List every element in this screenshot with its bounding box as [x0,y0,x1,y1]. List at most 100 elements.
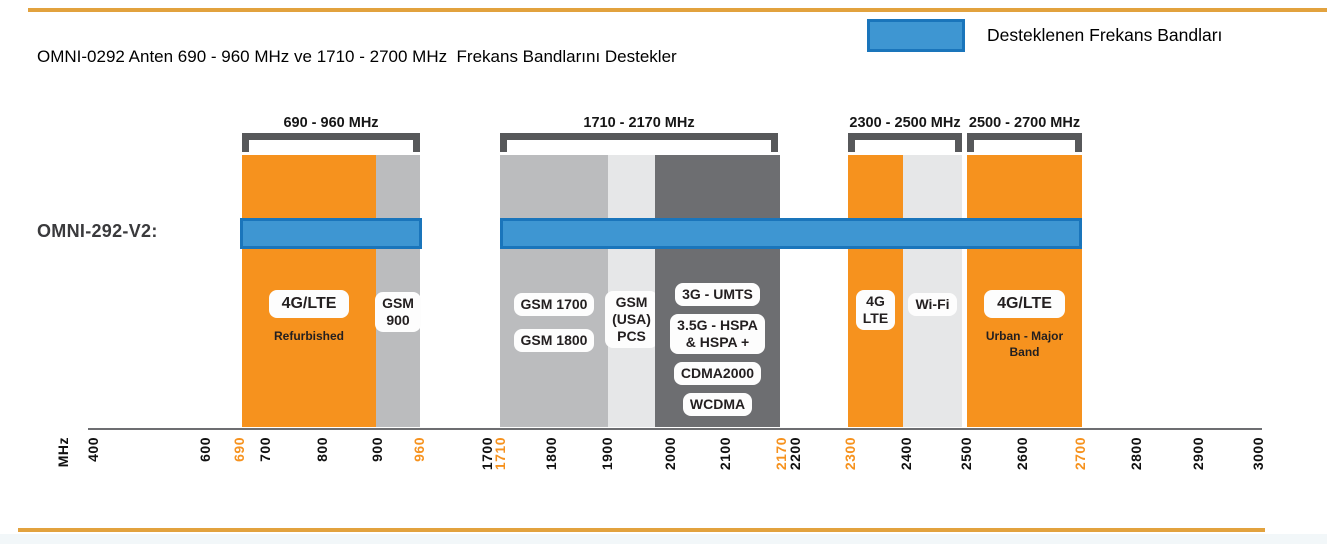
x-axis-tick-text: 960 [411,437,427,462]
supported-band-bar [240,218,422,249]
top-divider [28,8,1327,12]
bracket-shape [242,133,249,152]
x-axis-tick: 1800 [543,437,559,487]
x-axis-tick: 2400 [898,437,914,487]
frequency-band: GSM (USA) PCS [605,155,658,427]
bracket-shape [967,133,974,152]
band-technology-label: & HSPA + [685,334,750,351]
bracket-shape [500,133,507,152]
x-axis-tick-text: 900 [369,437,385,462]
bracket-shape [848,133,855,152]
x-axis-tick-text: 2100 [717,437,733,471]
x-axis-tick: 2300 [842,437,858,487]
x-axis-tick-text: 2900 [1190,437,1206,471]
band-technology-pill: GSM 900 [375,292,421,333]
range-bracket: 1710 - 2170 MHz [500,115,778,152]
x-axis-tick: 3000 [1250,437,1266,487]
band-technology-pill: Wi-Fi [908,293,957,317]
x-axis-tick-text: 2500 [958,437,974,471]
bracket-shape [771,133,778,152]
band-technology-label: 4G/LTE [281,295,337,312]
bracket-shape [1075,133,1082,152]
band-technology-label: Wi-Fi [915,296,950,312]
frequency-band: 4G/LTE Urban - Major Band [967,155,1082,427]
x-axis-tick: 1710 [492,437,508,487]
band-caption: Urban - Major Band [986,328,1063,360]
band-technology-label: GSM [382,295,414,311]
band-technology-label: 3.5G - HSPA [677,317,758,334]
band-technology-pill: 4G/LTE [984,290,1065,318]
band-caption-line: Urban - Major [985,328,1064,343]
frequency-band: GSM 1700 GSM 1800 [500,155,608,427]
x-axis-tick: 2000 [662,437,678,487]
band-technology-pill: CDMA2000 [673,362,762,386]
band-technology-pill: 4G LTE [855,290,896,331]
band-technology-pill: GSM (USA) PCS [605,291,658,349]
x-axis-tick: 2800 [1128,437,1144,487]
band-technology-pill: GSM 1800 [513,329,595,353]
band-technology-label: 4G/LTE [997,295,1052,312]
range-bracket-label: 2300 - 2500 MHz [849,115,961,131]
x-axis-tick-text: 2800 [1128,437,1144,471]
x-axis-tick: 2700 [1072,437,1088,487]
bracket-shape [955,133,962,152]
x-axis-tick-text: 690 [231,437,247,462]
band-technology-label: 3G - UMTS [682,286,753,302]
range-bracket-label: 1710 - 2170 MHz [583,115,695,131]
x-axis-tick-text: 800 [314,437,330,462]
band-technology-label: GSM [615,294,648,310]
x-axis-tick: 600 [197,437,213,487]
x-axis-tick-text: 2000 [662,437,678,471]
x-axis-tick: 800 [314,437,330,487]
band-caption-line: Refurbished [273,328,344,343]
band-caption-line: Band [1009,344,1040,359]
page-title: OMNI-0292 Anten 690 - 960 MHz ve 1710 - … [37,47,677,66]
band-technology-label: CDMA2000 [680,365,755,382]
band-technology-pill: WCDMA [682,393,753,417]
band-technology-pill: 4G/LTE [268,290,350,318]
legend: Desteklenen Frekans Bandları [867,19,1222,52]
x-axis-unit: MHz [55,437,71,487]
x-axis-tick-text: 2200 [787,437,803,471]
band-technology-label: 4G [866,293,885,309]
x-axis-tick-text: 1710 [492,437,508,471]
band-technology-label: (USA) [612,311,651,328]
frequency-band: 4G/LTE Refurbished [242,155,376,427]
x-axis-tick: 2500 [958,437,974,487]
band-technology-pill: 3G - UMTS [675,283,760,307]
frequency-band: GSM 900 [375,155,421,427]
frequency-band: Wi-Fi [903,155,962,427]
x-axis-tick-text: 1900 [599,437,615,471]
frequency-band: 3G - UMTS 3.5G - HSPA & HSPA + CDMA2000 WCDM… [655,155,780,427]
legend-label: Desteklenen Frekans Bandları [987,25,1223,45]
band-technology-label: 900 [386,312,410,329]
x-axis-tick: 400 [85,437,101,487]
bracket-shape [848,133,962,140]
band-technology-label: PCS [617,328,646,345]
x-axis-tick: 2170 [773,437,789,487]
range-bracket: 2500 - 2700 MHz [967,115,1082,152]
x-axis-tick-text: 2300 [842,437,858,471]
antenna-model-label: OMNI-292-V2: [37,221,158,241]
x-axis-tick: 900 [369,437,385,487]
x-axis-tick-text: 2700 [1072,437,1088,471]
footer-strip [0,534,1327,544]
x-axis-tick: 2600 [1014,437,1030,487]
band-technology-pill: 3.5G - HSPA & HSPA + [670,314,765,355]
bracket-shape [242,133,420,140]
x-axis-tick: 2200 [787,437,803,487]
bracket-shape [413,133,420,152]
bracket-shape [967,133,1082,140]
band-technology-label: LTE [862,310,889,327]
x-axis-tick: 1900 [599,437,615,487]
x-axis-tick-text: 1800 [543,437,559,471]
legend-swatch [867,19,965,52]
band-caption: Refurbished [274,328,344,344]
x-axis-tick-text: 2600 [1014,437,1030,471]
bottom-divider [18,528,1265,532]
x-axis-tick: 2100 [717,437,733,487]
x-axis-unit-text: MHz [55,437,71,468]
x-axis-line [88,428,1262,430]
x-axis-tick: 700 [257,437,273,487]
